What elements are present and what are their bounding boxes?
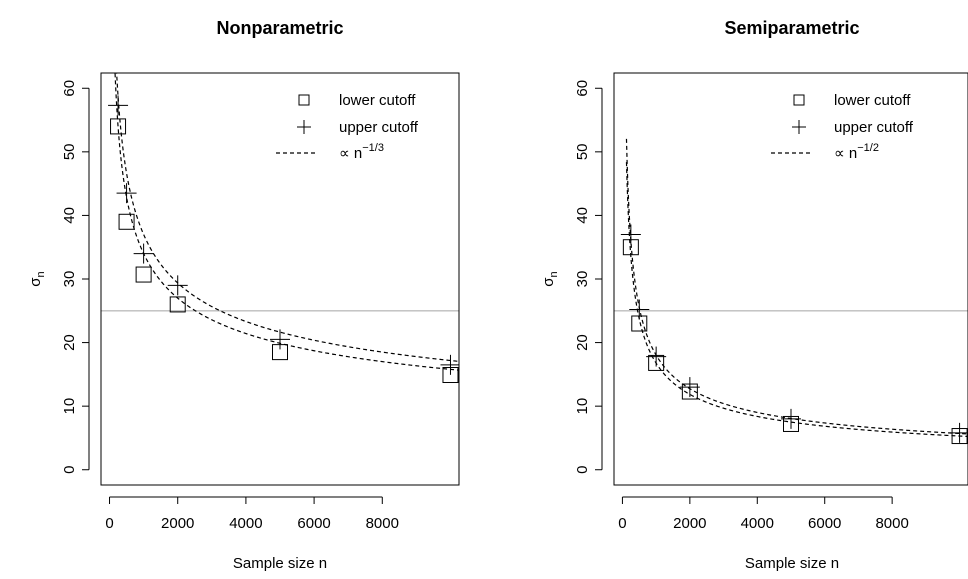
legend-fit-prefix: ∝ n [834,145,857,162]
y-tick-label: 30 [574,271,591,288]
point-lower-cutoff [118,213,135,230]
y-tick-label: 50 [61,143,78,160]
fit-curve-upper-cutoff [116,73,459,363]
y-tick-label: 40 [574,207,591,224]
plot-frame [100,72,460,486]
x-tick-label: 6000 [297,515,330,532]
legend-label-upper: upper cutoff [834,119,914,136]
y-axis-subscript: n [548,271,560,277]
y-tick-label: 60 [61,80,78,97]
plot-frame [613,72,968,486]
fit-curves [114,73,459,371]
legend: lower cutoff upper cutoff ∝ n−1/3 [276,92,419,162]
y-tick-label: 40 [61,207,78,224]
y-tick-label: 60 [574,80,591,97]
legend-label-lower: lower cutoff [834,92,911,109]
y-axis-label: σn [540,271,560,286]
legend-square-icon [298,94,310,106]
x-tick-label: 8000 [875,515,908,532]
legend: lower cutoff upper cutoff ∝ n−1/2 [771,92,914,162]
x-tick-label: 2000 [161,515,194,532]
chart-title: Nonparametric [216,18,343,38]
legend-label-lower: lower cutoff [339,92,416,109]
point-upper-cutoff [270,329,290,350]
point-lower-cutoff [135,266,152,283]
fit-curve-lower-cutoff [114,73,459,371]
point-upper-cutoff [646,346,667,367]
point-upper-cutoff [116,183,137,204]
markers [108,95,459,384]
x-axis-label: Sample size n [233,555,327,572]
y-axis-subscript: n [35,271,47,277]
x-tick-label: 4000 [741,515,774,532]
point-upper-cutoff [167,275,188,296]
y-axis-symbol: σ [27,277,44,287]
panel-0: Nonparametric 0 2000 4000 6000 8000 Sample siz… [27,18,460,572]
markers [620,224,968,445]
x-axis-label: Sample size n [745,555,839,572]
point-upper-cutoff [133,243,154,264]
point-lower-cutoff [110,118,127,135]
legend-square-icon [793,94,805,106]
x-tick-label: 8000 [366,515,399,532]
x-tick-label: 2000 [673,515,706,532]
point-upper-cutoff [629,299,650,320]
y-axis-symbol: σ [540,277,557,287]
x-tick-label: 0 [618,515,626,532]
point-upper-cutoff [440,354,459,375]
point-upper-cutoff [781,408,801,429]
x-tick-label: 4000 [229,515,262,532]
fit-curves [625,138,968,438]
point-upper-cutoff [679,377,700,398]
panel-1: Semiparametric 0 2000 4000 6000 8000 Sample si… [540,18,968,572]
point-upper-cutoff [108,95,129,116]
y-axis-label: σn [27,271,47,286]
legend-fit-prefix: ∝ n [339,145,362,162]
y-tick-label: 10 [61,398,78,415]
y-tick-label: 30 [61,271,78,288]
fit-curve-upper-cutoff [625,138,968,435]
point-lower-cutoff [169,296,186,313]
y-tick-label: 0 [574,466,591,474]
fit-curve-lower-cutoff [625,162,968,438]
y-tick-label: 20 [574,334,591,351]
x-tick-label: 0 [105,515,113,532]
legend-fit-exponent: −1/2 [857,142,879,154]
point-upper-cutoff [949,422,968,443]
x-tick-label: 6000 [808,515,841,532]
y-tick-label: 50 [574,143,591,160]
legend-label-fit: ∝ n−1/2 [834,142,879,162]
legend-label-fit: ∝ n−1/3 [339,142,384,162]
y-tick-label: 20 [61,334,78,351]
chart-title: Semiparametric [724,18,859,38]
y-tick-label: 0 [61,466,78,474]
legend-fit-exponent: −1/3 [362,142,384,154]
y-tick-label: 10 [574,398,591,415]
legend-label-upper: upper cutoff [339,119,419,136]
point-upper-cutoff [620,224,641,245]
